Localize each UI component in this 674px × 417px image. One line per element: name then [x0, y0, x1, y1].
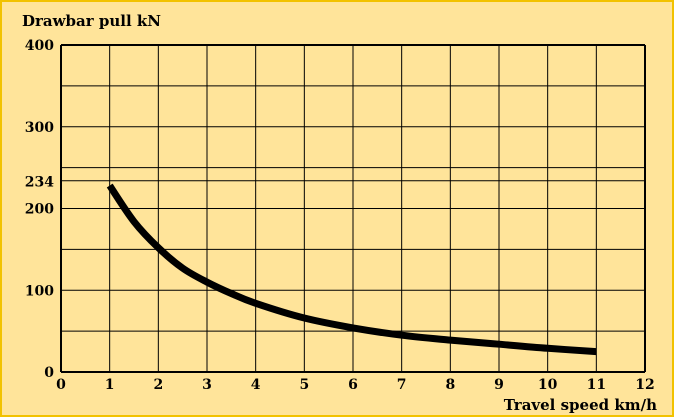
- x-tick-label: 7: [397, 377, 407, 393]
- y-tick-label: 400: [25, 38, 54, 54]
- x-tick-label: 4: [251, 377, 261, 393]
- y-tick-label: 0: [44, 365, 54, 381]
- x-tick-label: 2: [153, 377, 163, 393]
- y-tick-label: 200: [25, 202, 54, 218]
- x-tick-label: 12: [635, 377, 654, 393]
- x-tick-label: 3: [202, 377, 212, 393]
- x-tick-label: 8: [445, 377, 455, 393]
- drawbar-pull-curve: [106, 183, 597, 356]
- chart-grid: [60, 44, 646, 373]
- y-axis-label: Drawbar pull kN: [22, 12, 161, 30]
- x-tick-label: 1: [105, 377, 115, 393]
- x-tick-label: 10: [538, 377, 558, 393]
- x-tick-label: 6: [348, 377, 358, 393]
- y-tick-label: 234: [25, 175, 54, 191]
- x-axis-label: Travel speed km/h: [504, 396, 657, 414]
- x-tick-label: 11: [587, 377, 606, 393]
- series-layer: [106, 183, 597, 356]
- y-tick-label: 100: [25, 283, 54, 299]
- x-tick-label: 0: [56, 377, 66, 393]
- y-tick-label: 300: [25, 120, 54, 136]
- x-tick-label: 5: [299, 377, 309, 393]
- x-tick-label: 9: [494, 377, 504, 393]
